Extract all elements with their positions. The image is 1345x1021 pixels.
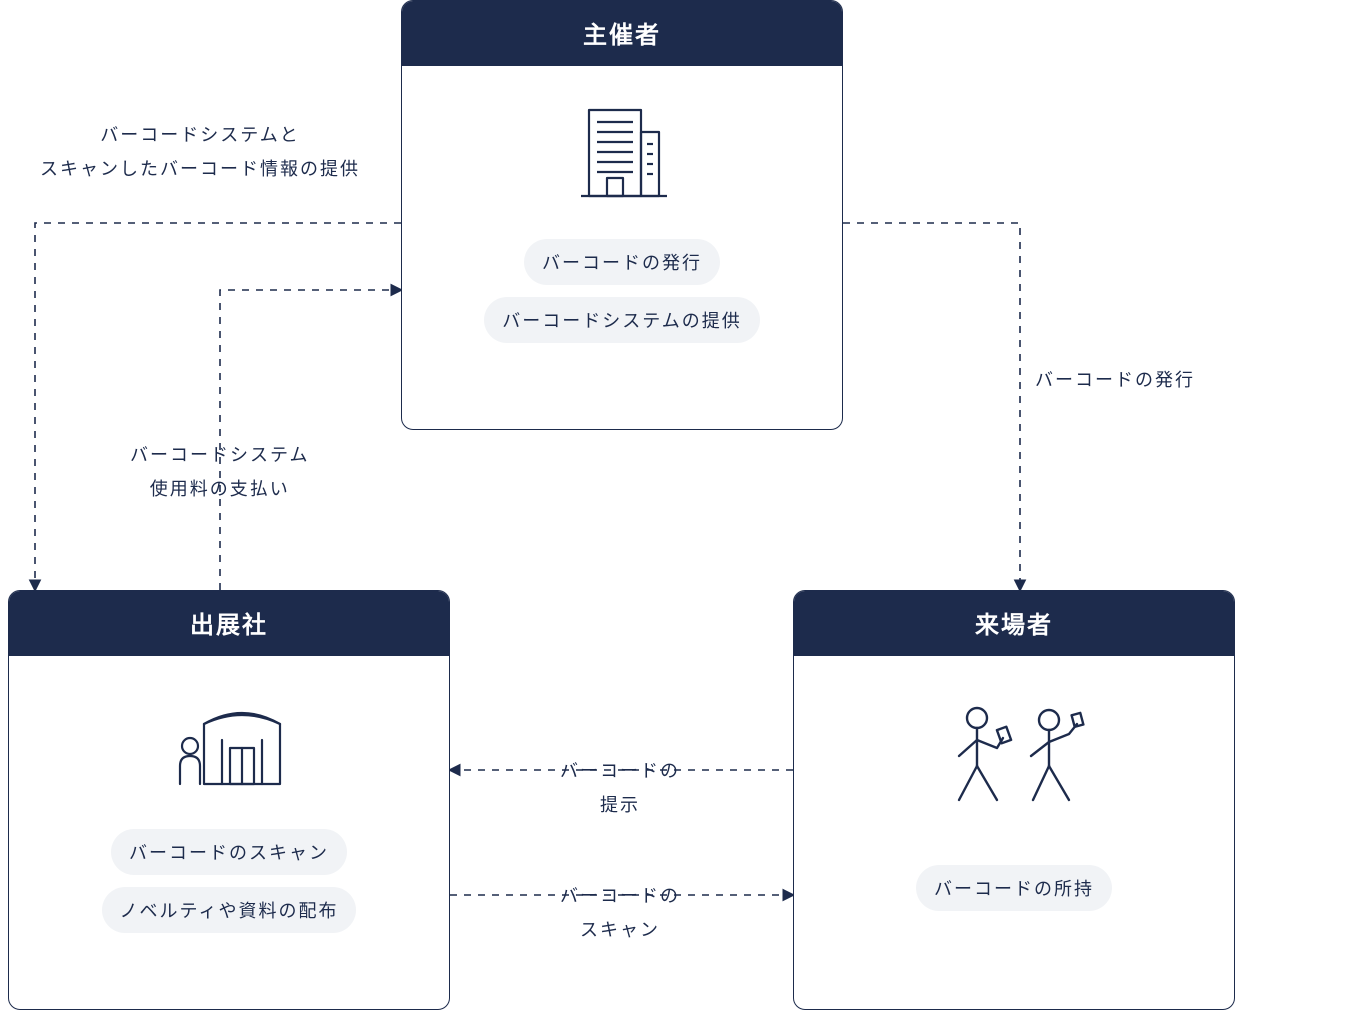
edge-label-exh-to-vis: バーコードの スキャン <box>560 879 680 947</box>
organizer-pill-0: バーコードの発行 <box>524 239 720 285</box>
building-icon <box>567 98 677 213</box>
node-visitor-title: 来場者 <box>794 591 1234 656</box>
node-organizer: 主催者 <box>401 0 843 430</box>
node-exhibitor-body: バーコードのスキャン ノベルティや資料の配布 <box>9 656 449 1009</box>
edge-label-vis-to-exh: バーコードの 提示 <box>560 754 680 822</box>
organizer-pill-1: バーコードシステムの提供 <box>484 297 759 343</box>
node-visitor-body: バーコードの所持 <box>794 656 1234 1009</box>
node-visitor: 来場者 <box>793 590 1235 1010</box>
node-organizer-body: バーコードの発行 バーコードシステムの提供 <box>402 66 842 429</box>
visitors-icon <box>929 700 1099 825</box>
visitor-pill-0: バーコードの所持 <box>916 865 1112 911</box>
edge-label-org-to-exh: バーコードシステムと スキャンしたバーコード情報の提供 <box>40 118 360 186</box>
booth-icon <box>164 688 294 803</box>
edge-label-org-to-vis: バーコードの発行 <box>1035 363 1195 397</box>
edge-label-exh-to-org: バーコードシステム 使用料の支払い <box>130 438 309 506</box>
node-organizer-title: 主催者 <box>402 1 842 66</box>
exhibitor-pill-1: ノベルティや資料の配布 <box>102 887 357 933</box>
node-exhibitor: 出展社 バーコードのスキャン ノベルティや資料の配 <box>8 590 450 1010</box>
exhibitor-pill-0: バーコードのスキャン <box>111 829 347 875</box>
node-exhibitor-title: 出展社 <box>9 591 449 656</box>
diagram-canvas: 主催者 <box>0 0 1345 1021</box>
